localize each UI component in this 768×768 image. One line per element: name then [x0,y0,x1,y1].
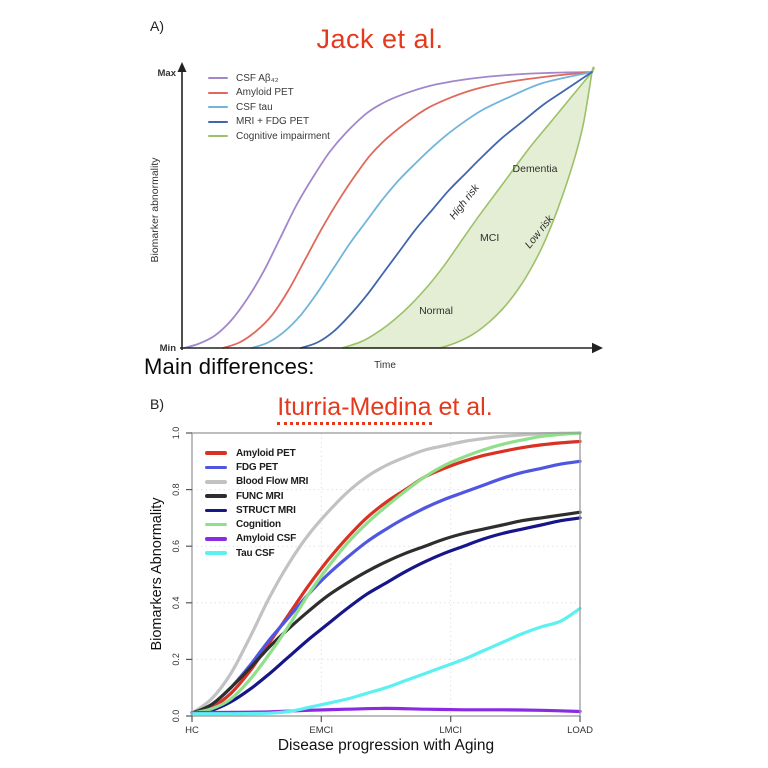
legend-item-struct-mri: STRUCT MRI [205,503,308,517]
y-max-label: Max [158,68,177,79]
cognitive-risk-band [341,66,595,349]
cognitive-impairment-swatch [208,135,228,138]
csf-ab42-swatch [208,77,228,80]
legend-item-mri-fdg-pet: MRI + FDG PET [208,115,330,130]
mri-fdg-pet-swatch [208,120,228,123]
legend-item-blood-flow-mri: Blood Flow MRI [205,475,308,489]
legend-label: Amyloid CSF [236,533,297,545]
legend-label: Cognitive impairment [236,130,330,142]
panel-b-legend: Amyloid PET FDG PET Blood Flow MRI FUNC … [205,446,308,560]
panel-b-label: B) [150,396,164,412]
fdg-pet-swatch [205,465,227,470]
legend-label: STRUCT MRI [236,504,296,516]
panel-b-title-main: Iturria-Medina [277,393,432,425]
legend-item-cognition: Cognition [205,517,308,531]
x-tick-emci: EMCI [309,725,333,736]
series-mri-fdg-pet [300,71,593,349]
y-tick-0.0: 0.0 [171,710,181,723]
x-tick-load: LOAD [567,725,593,736]
amyloid-pet-swatch [205,451,227,455]
y-tick-0.2: 0.2 [171,653,181,666]
legend-label: Cognition [236,519,281,531]
legend-label: Amyloid PET [236,447,296,459]
panel-a-title: Jack et al. [316,24,444,54]
main-differences-text: Main differences: [144,354,315,379]
series-tau-csf [190,606,582,716]
series-layer [183,66,595,349]
panel-b-title: Iturria-Medina et al. [140,393,630,425]
legend-label: FUNC MRI [236,490,284,502]
legend-label: MRI + FDG PET [236,116,310,128]
legend-item-amyloid-pet: Amyloid PET [205,446,308,460]
series-layer [190,431,582,716]
x-axis-arrow-icon [592,342,603,354]
plot-box [191,432,581,717]
series-csf-a- [183,71,593,349]
x-axis-title: Disease progression with Aging [278,737,494,754]
series-cognition [190,431,582,715]
y-tick-0.8: 0.8 [171,483,181,496]
region-label-dementia: Dementia [512,163,558,175]
series-fdg-pet [190,459,582,715]
tau-csf-swatch [205,551,227,556]
amyloid-pet-swatch [208,91,228,94]
y-axis-title: Biomarker abnormality [149,157,161,263]
panel-b-title-rest: et al. [431,393,493,421]
y-tick-0.6: 0.6 [171,540,181,553]
y-min-label: Min [160,343,177,354]
legend-item-csf-ab42: CSF Aβ₄₂ [208,71,330,86]
y-tick-0.4: 0.4 [171,597,181,610]
series-struct-mri [190,516,582,715]
blood-flow-mri-swatch [205,479,227,484]
legend-item-cognitive-impairment: Cognitive impairment [208,129,330,144]
series-func-mri [190,510,582,715]
legend-label: FDG PET [236,461,278,473]
iturria-medina-chart: 0.0 0.2 0.4 0.6 0.8 1.0 HC EMCI LMCI LOA… [149,427,593,754]
amyloid-csf-swatch [205,537,227,541]
legend-label: CSF Aβ₄₂ [236,72,279,84]
panel-a-label: A) [150,18,164,34]
x-axis-title: Time [374,360,396,371]
y-axis-arrow-icon [177,62,187,72]
series-csf-tau [250,71,593,349]
y-tick-1.0: 1.0 [171,427,181,440]
axis-ticks [186,432,581,722]
legend-item-amyloid-csf: Amyloid CSF [205,532,308,546]
legend-item-amyloid-pet: Amyloid PET [208,86,330,101]
legend-item-csf-tau: CSF tau [208,100,330,115]
y-axis-title: Biomarkers Abnormality [149,497,165,651]
region-label-mci: MCI [480,232,500,244]
legend-label: Tau CSF [236,547,275,559]
jack-curves-chart: Max Min Biomarker abnormality Time [149,62,603,371]
x-tick-hc: HC [185,725,199,736]
legend-label: CSF tau [236,101,273,113]
legend-item-tau-csf: Tau CSF [205,546,308,560]
panel-a-legend: CSF Aβ₄₂ Amyloid PET CSF tau MRI + FDG P… [208,71,330,144]
csf-tau-swatch [208,106,228,109]
region-label-normal: Normal [419,305,453,317]
legend-label: Blood Flow MRI [236,476,309,488]
legend-item-fdg-pet: FDG PET [205,460,308,474]
series-blood-flow-mri [190,431,582,715]
legend-label: Amyloid PET [236,87,294,99]
func-mri-swatch [205,494,227,498]
series-amyloid-pet [222,71,593,349]
grid-lines [192,433,580,716]
legend-item-func-mri: FUNC MRI [205,489,308,503]
x-tick-lmci: LMCI [439,725,462,736]
cognition-swatch [205,522,227,527]
struct-mri-swatch [205,508,227,513]
